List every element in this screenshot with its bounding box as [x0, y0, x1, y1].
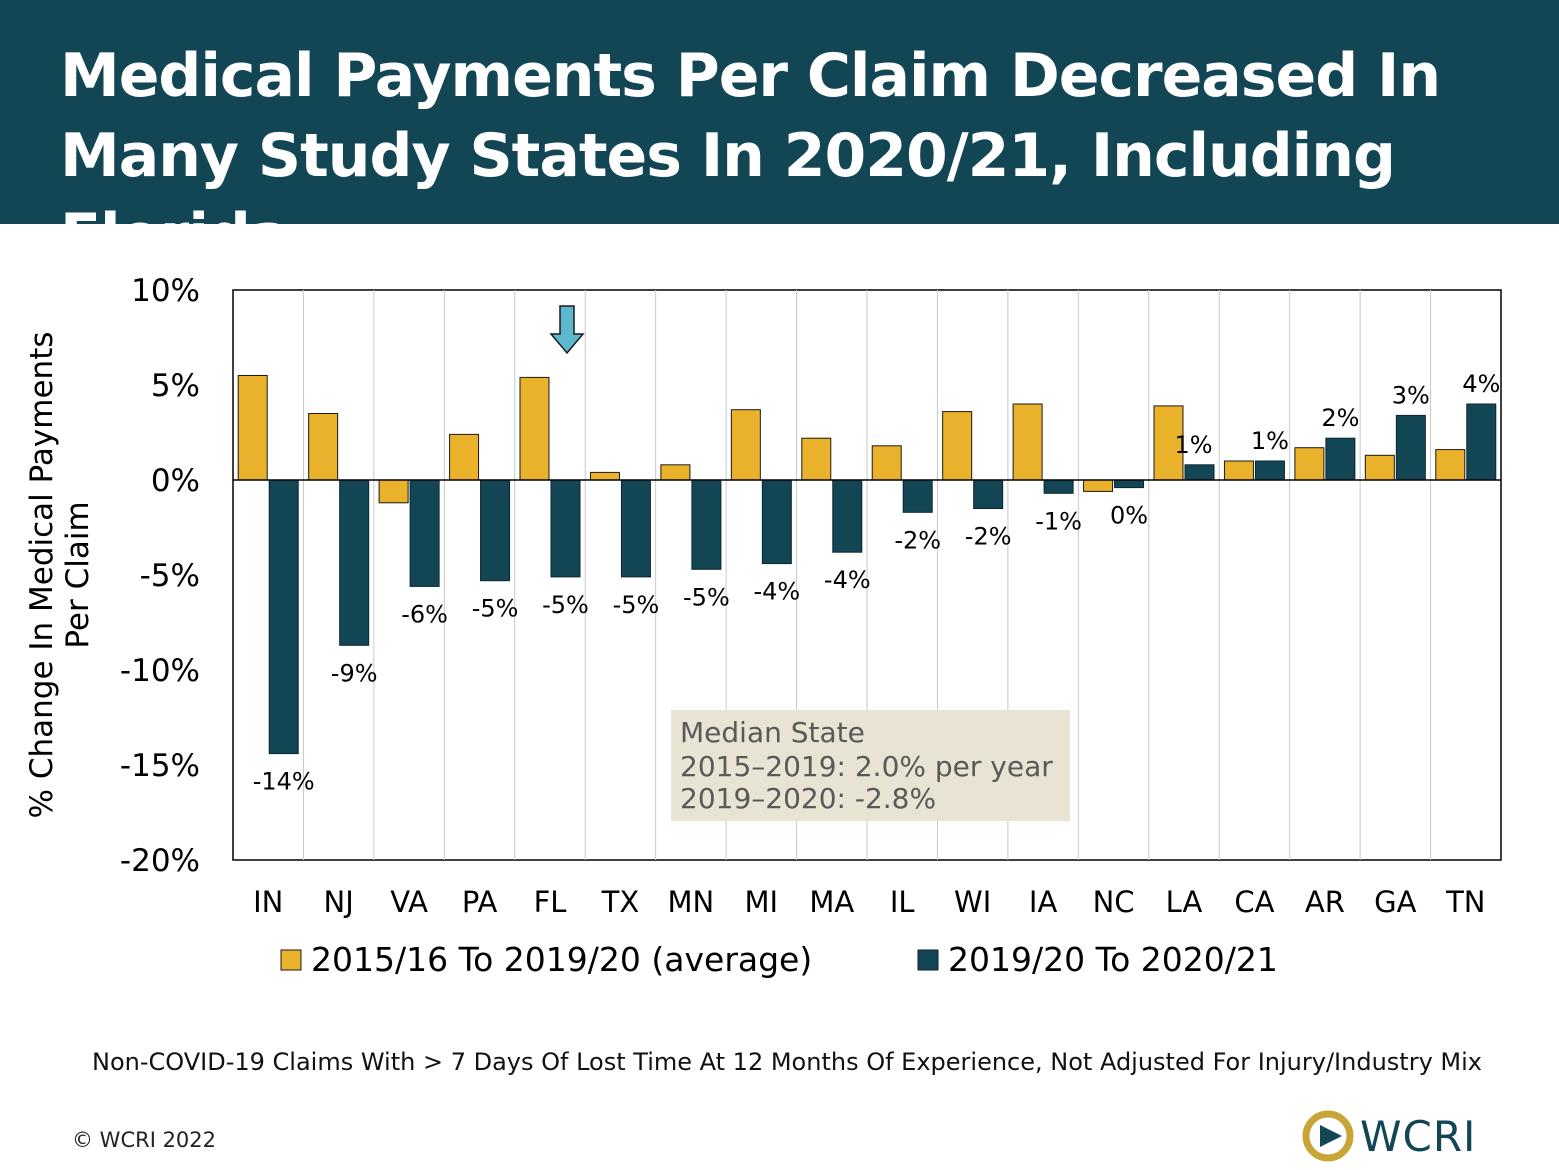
- x-tick-label-nc: NC: [1093, 885, 1135, 919]
- y-tick-label: 0%: [151, 463, 200, 499]
- data-label-ca: 1%: [1251, 427, 1289, 455]
- bar-series-1-il: [871, 445, 902, 481]
- annotation-line-2: 2019–2020: -2.8%: [680, 782, 936, 815]
- bar-series-1-in: [237, 375, 268, 481]
- y-axis-title-line-1: % Change In Medical Payments: [24, 332, 60, 819]
- bar-series-2-ia: [1043, 479, 1074, 494]
- data-label-wi: -2%: [965, 523, 1012, 551]
- highlight-arrow-icon: [549, 305, 585, 355]
- data-label-pa: -5%: [472, 595, 519, 623]
- bar-series-2-il: [902, 479, 933, 513]
- bar-series-2-tn: [1466, 403, 1497, 481]
- x-tick-label-pa: PA: [462, 885, 498, 919]
- data-label-mi: -4%: [753, 578, 800, 606]
- bar-series-1-nc: [1083, 479, 1114, 492]
- bar-series-1-la: [1153, 405, 1184, 481]
- x-tick-label-il: IL: [890, 885, 915, 919]
- bar-series-1-ca: [1223, 460, 1254, 481]
- data-label-ga: 3%: [1392, 381, 1430, 409]
- data-label-il: -2%: [894, 526, 941, 554]
- x-tick-label-tn: TN: [1445, 885, 1485, 919]
- x-tick-label-ma: MA: [809, 885, 854, 919]
- bar-series-1-va: [378, 479, 409, 504]
- bar-series-1-ia: [1012, 403, 1043, 481]
- data-label-tx: -5%: [613, 591, 660, 619]
- bar-series-1-tn: [1435, 449, 1466, 481]
- bar-series-1-nj: [308, 413, 339, 481]
- bar-series-2-ca: [1254, 460, 1285, 481]
- bar-series-2-nj: [339, 479, 370, 646]
- bar-series-2-ma: [832, 479, 863, 553]
- title-banner: Medical Payments Per Claim Decreased In …: [0, 0, 1559, 271]
- data-label-nj: -9%: [331, 659, 378, 687]
- data-label-tn: 4%: [1462, 370, 1500, 398]
- bar-series-2-nc: [1114, 479, 1145, 489]
- data-label-nc: 0%: [1110, 502, 1148, 530]
- y-tick-label: -10%: [120, 653, 200, 689]
- bar-series-1-tx: [589, 471, 620, 481]
- data-label-ar: 2%: [1321, 404, 1359, 432]
- bar-series-1-ga: [1364, 454, 1395, 481]
- y-axis-title-line-2: Per Claim: [60, 501, 96, 648]
- bar-series-2-ga: [1395, 414, 1426, 481]
- y-tick-label: 10%: [131, 273, 200, 309]
- bar-series-1-ar: [1294, 447, 1325, 481]
- logo-emblem-icon: [1302, 1110, 1354, 1162]
- page-title: Medical Payments Per Claim Decreased In …: [60, 41, 1441, 271]
- data-label-mn: -5%: [683, 583, 730, 611]
- legend-swatch-series-2: [917, 949, 939, 971]
- x-tick-label-mn: MN: [668, 885, 715, 919]
- logo-text: WCRI: [1360, 1112, 1477, 1161]
- bar-chart: 10% 5% 0% -5% -10% -15% -20% % Change In Medica…: [24, 273, 1502, 979]
- legend-label-series-2: 2019/20 To 2020/21: [948, 940, 1278, 979]
- bar-series-1-ma: [801, 437, 832, 481]
- y-tick-label: 5%: [151, 368, 200, 404]
- bar-series-2-la: [1184, 464, 1215, 481]
- annotation-line-1: 2015–2019: 2.0% per year: [680, 750, 1053, 783]
- bar-series-2-va: [409, 479, 440, 587]
- bar-series-2-ar: [1325, 437, 1356, 481]
- wcri-logo: WCRI: [1302, 1108, 1502, 1164]
- x-tick-label-nj: NJ: [324, 885, 354, 919]
- data-label-va: -6%: [401, 600, 448, 628]
- y-tick-label: -5%: [140, 558, 200, 594]
- x-tick-label-tx: TX: [601, 885, 640, 919]
- bar-series-1-wi: [942, 411, 973, 481]
- footnote: Non-COVID-19 Claims With > 7 Days Of Los…: [92, 1048, 1482, 1076]
- y-tick-label: -20%: [120, 843, 200, 879]
- y-tick-label: -15%: [120, 748, 200, 784]
- x-tick-label-la: LA: [1166, 885, 1203, 919]
- x-tick-label-wi: WI: [954, 885, 991, 919]
- bar-series-2-mi: [761, 479, 792, 565]
- x-tick-label-ia: IA: [1029, 885, 1058, 919]
- legend-label-series-1: 2015/16 To 2019/20 (average): [311, 940, 812, 979]
- x-tick-label-ar: AR: [1305, 885, 1345, 919]
- x-tick-label-ca: CA: [1234, 885, 1274, 919]
- bar-series-2-mn: [691, 479, 722, 570]
- data-label-ia: -1%: [1035, 507, 1082, 535]
- bar-series-1-fl: [519, 376, 550, 481]
- bar-series-1-mi: [730, 409, 761, 481]
- copyright: © WCRI 2022: [72, 1128, 217, 1152]
- bar-series-2-tx: [620, 479, 651, 578]
- data-label-ma: -4%: [824, 566, 871, 594]
- bar-series-1-mn: [660, 464, 691, 481]
- bar-series-2-pa: [480, 479, 511, 582]
- bar-series-2-wi: [973, 479, 1004, 509]
- x-tick-label-ga: GA: [1374, 885, 1416, 919]
- x-tick-label-in: IN: [253, 885, 283, 919]
- data-label-la: 1%: [1174, 431, 1212, 459]
- annotation-title: Median State: [680, 716, 865, 749]
- legend-swatch-series-1: [280, 949, 302, 971]
- data-label-in: -14%: [253, 768, 315, 796]
- bar-series-2-in: [268, 479, 299, 755]
- bar-series-1-pa: [449, 433, 480, 481]
- x-tick-label-fl: FL: [534, 885, 567, 919]
- x-tick-label-mi: MI: [745, 885, 779, 919]
- bar-series-2-fl: [550, 479, 581, 578]
- x-tick-label-va: VA: [390, 885, 428, 919]
- data-label-fl: -5%: [542, 591, 589, 619]
- median-annotation-box: [671, 710, 1070, 821]
